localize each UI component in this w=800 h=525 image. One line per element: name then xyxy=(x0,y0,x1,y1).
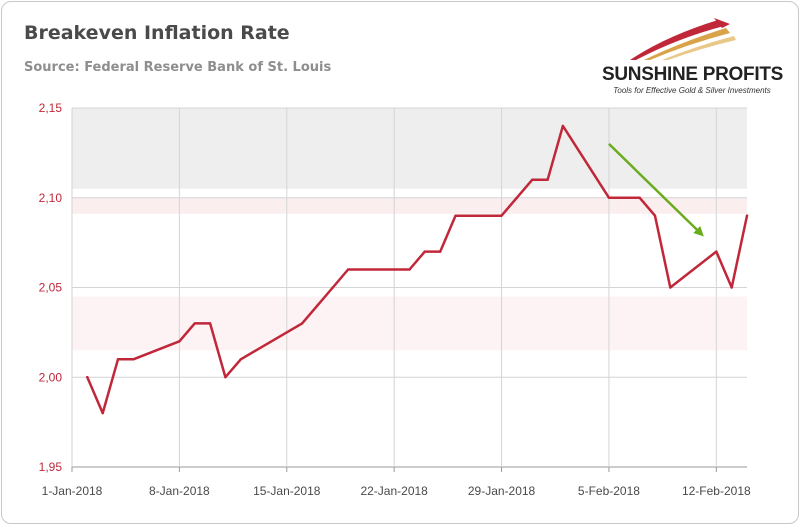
data-point xyxy=(546,178,549,181)
logo-name: SUNSHINE PROFITS xyxy=(602,64,783,85)
y-axis-ticks: 1,95 2,00 2,05 2,10 2,15 xyxy=(39,101,63,474)
background-bands xyxy=(72,108,747,351)
data-point xyxy=(515,196,519,199)
data-point xyxy=(423,250,427,253)
x-tick-label: 12-Feb-2018 xyxy=(682,484,751,498)
x-tick-label: 22-Jan-2018 xyxy=(360,484,428,498)
x-tick-label: 15-Jan-2018 xyxy=(253,484,321,498)
data-point xyxy=(623,196,626,199)
data-point xyxy=(178,340,181,343)
chart-subtitle: Source: Federal Reserve Bank of St. Loui… xyxy=(24,60,332,75)
data-point xyxy=(531,178,534,181)
band-middle xyxy=(72,197,747,214)
y-tick-label: 1,95 xyxy=(39,460,63,474)
data-point xyxy=(346,268,350,271)
data-point xyxy=(239,358,242,361)
data-point xyxy=(745,214,749,217)
x-axis-ticks: 1-Jan-2018 8-Jan-2018 15-Jan-2018 22-Jan-20… xyxy=(42,484,751,498)
data-point xyxy=(132,358,135,361)
annotations-group xyxy=(608,143,704,237)
data-point xyxy=(392,268,396,271)
data-point xyxy=(638,196,641,199)
data-point xyxy=(86,376,89,379)
y-tick-label: 2,15 xyxy=(39,101,63,115)
data-point xyxy=(408,268,411,271)
data-point xyxy=(331,286,334,289)
data-point xyxy=(561,124,565,128)
trend-arrow xyxy=(608,143,704,237)
data-point xyxy=(730,286,733,289)
band-bottom xyxy=(72,296,747,351)
data-point xyxy=(500,214,503,217)
data-point xyxy=(316,304,319,307)
x-tick-label: 5-Feb-2018 xyxy=(578,484,640,498)
data-point xyxy=(208,322,212,325)
y-tick-label: 2,10 xyxy=(39,191,63,205)
y-tick-label: 2,00 xyxy=(39,370,63,384)
data-point xyxy=(454,214,457,217)
data-point xyxy=(116,358,120,361)
y-tick-label: 2,05 xyxy=(39,281,63,295)
data-point xyxy=(193,322,196,325)
data-point xyxy=(300,322,304,325)
x-tick-label: 8-Jan-2018 xyxy=(149,484,210,498)
data-point xyxy=(607,196,611,199)
sunshine-profits-logo: SUNSHINE PROFITS Tools for Effective Gol… xyxy=(602,14,783,104)
data-point xyxy=(715,250,718,253)
chart-title: Breakeven Inflation Rate xyxy=(24,22,290,44)
logo-tagline: Tools for Effective Gold & Silver Invest… xyxy=(613,86,771,95)
x-tick-label: 29-Jan-2018 xyxy=(468,484,536,498)
x-tick-label: 1-Jan-2018 xyxy=(42,484,103,498)
chart-grid xyxy=(71,107,747,472)
series-group xyxy=(86,124,749,415)
data-point xyxy=(438,250,442,253)
data-point xyxy=(669,286,672,289)
data-point xyxy=(101,411,104,415)
logo-swoosh-icon xyxy=(630,18,736,60)
data-point xyxy=(653,214,657,217)
band-top xyxy=(72,108,747,189)
data-point xyxy=(224,376,227,379)
